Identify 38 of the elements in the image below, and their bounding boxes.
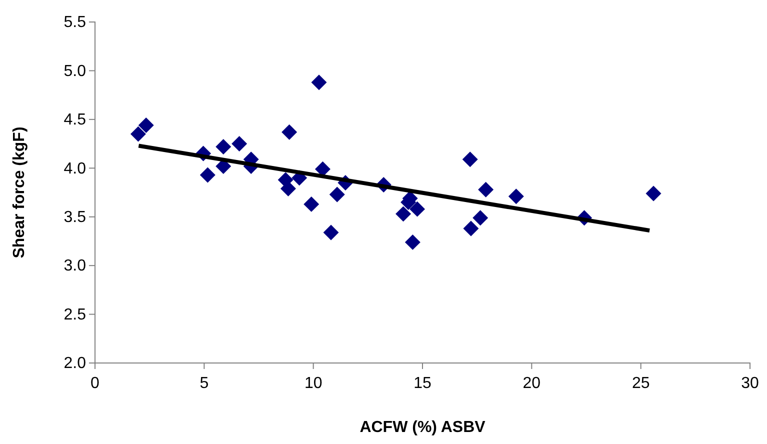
- y-tick-label: 2.0: [64, 355, 86, 372]
- point: [646, 186, 662, 202]
- x-tick-label: 20: [522, 375, 541, 392]
- x-tick-label: 10: [304, 375, 322, 392]
- y-tick-label: 3.0: [64, 258, 86, 275]
- point: [200, 167, 216, 183]
- point: [396, 206, 412, 222]
- point: [280, 180, 296, 196]
- x-tick-label: 5: [200, 375, 209, 392]
- y-tick-label: 4.0: [64, 160, 86, 178]
- x-tick-label: 15: [414, 375, 432, 392]
- y-tick-label: 2.5: [64, 306, 86, 324]
- point: [410, 201, 426, 217]
- y-axis-title: Shear force (kgF): [11, 126, 28, 258]
- y-tick-label: 3.5: [64, 208, 86, 226]
- point: [329, 186, 345, 202]
- y-tick-label: 5.0: [64, 62, 86, 80]
- point: [304, 196, 320, 212]
- point: [216, 138, 232, 154]
- point: [404, 234, 420, 250]
- x-axis-title: ACFW (%) ASBV: [360, 419, 486, 436]
- point: [463, 220, 479, 236]
- y-tick-label: 5.5: [64, 14, 86, 32]
- point: [472, 210, 488, 226]
- point: [311, 74, 327, 90]
- point: [314, 161, 330, 177]
- y-tick-label: 4.5: [64, 112, 86, 129]
- point: [282, 124, 298, 140]
- x-tick-label: 30: [741, 375, 759, 392]
- point: [232, 136, 248, 152]
- point: [323, 224, 339, 240]
- point: [138, 118, 154, 134]
- x-tick-label: 0: [90, 375, 100, 392]
- point: [462, 152, 478, 168]
- point: [478, 182, 494, 198]
- point: [508, 188, 524, 204]
- point: [130, 126, 146, 142]
- x-tick-label: 25: [632, 375, 650, 392]
